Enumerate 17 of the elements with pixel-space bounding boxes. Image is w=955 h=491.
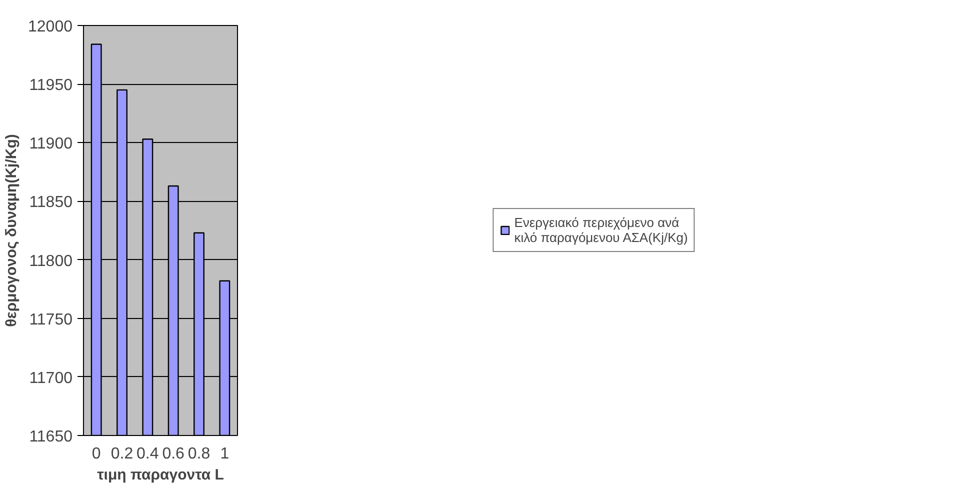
x-tick-label: 0.8 <box>188 446 210 462</box>
x-tick-label: 0 <box>92 446 101 462</box>
y-tick-label: 11650 <box>29 428 73 446</box>
y-tick-label: 11700 <box>29 370 73 387</box>
x-tick-label: 0.2 <box>110 446 134 462</box>
y-tick-label: 11750 <box>29 311 73 328</box>
x-tick-label: 0.4 <box>136 446 159 462</box>
x-tick-label: 1 <box>220 446 230 462</box>
x-axis-title: τιμη παραγοντα L <box>97 466 224 484</box>
y-tick-label: 11850 <box>29 194 73 212</box>
y-tick-label: 11900 <box>29 136 73 153</box>
y-axis-title: θερμογονος δυναμη(Kj/Kg) <box>3 134 20 327</box>
legend-label: Ενεργειακό περιεχόμενο ανά κιλό παραγόμενου ΑΣΑ(Kj/Kg) <box>514 215 688 245</box>
y-tick-label: 12000 <box>28 18 73 36</box>
x-tick-label: 0.6 <box>162 446 185 462</box>
y-tick-label: 11800 <box>29 252 73 270</box>
y-tick-label: 11950 <box>29 77 73 94</box>
